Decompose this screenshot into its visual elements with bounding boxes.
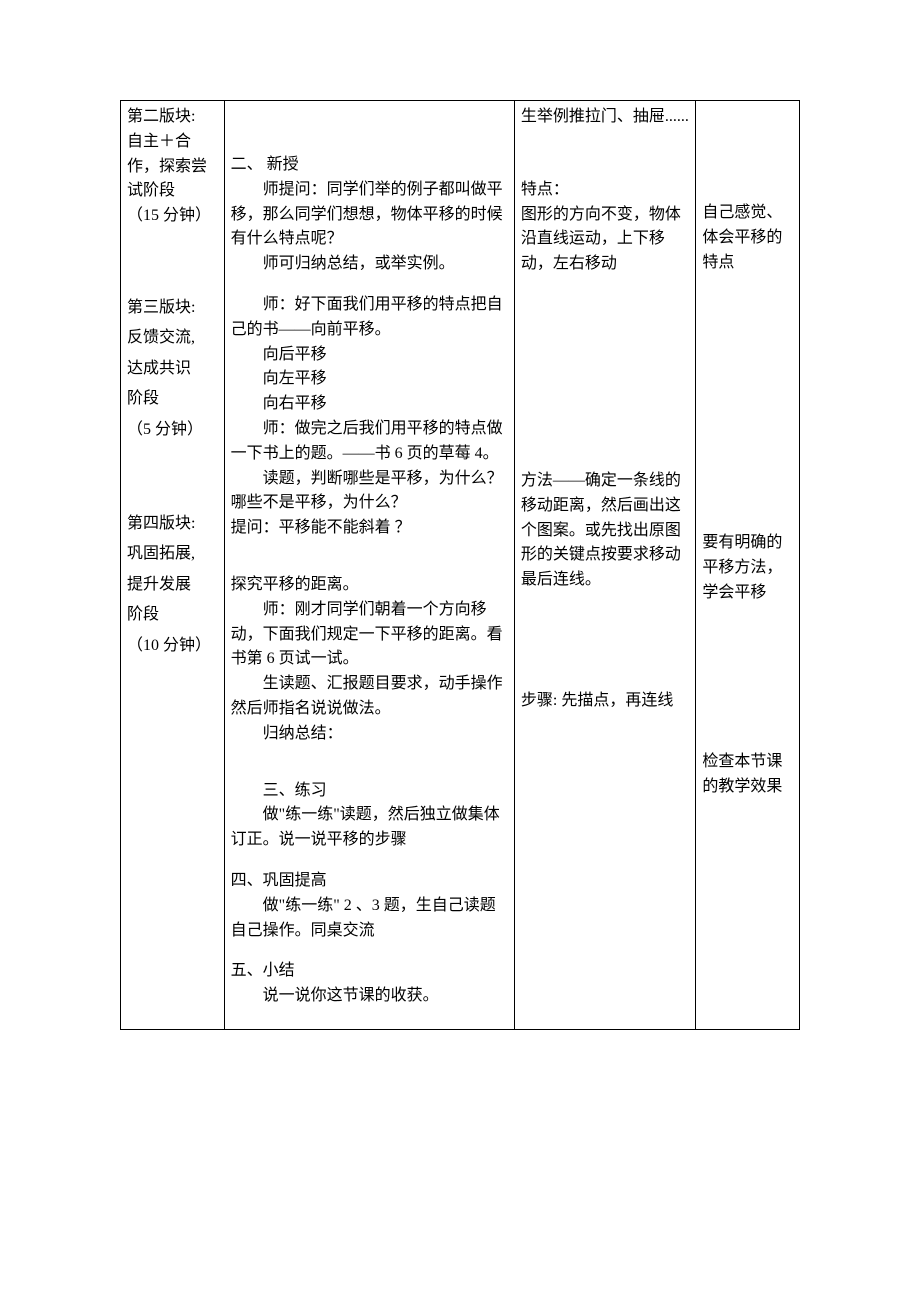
section2-para1: 师提问：同学们举的例子都叫做平移，那么同学们想想，物体平移的时候有什么特点呢？ [231, 178, 508, 252]
section6-title: 四、巩固提高 [231, 869, 508, 894]
section7-title: 五、小结 [231, 959, 508, 984]
phase3-line4: 阶段 [127, 384, 218, 414]
section4-para3: 生读题、汇报题目要求，动手操作然后师指名说说做法。 [231, 672, 508, 722]
phase4-line2: 巩固拓展, [127, 539, 218, 569]
teacher-cell: 二、 新授 师提问：同学们举的例子都叫做平移，那么同学们想想，物体平移的时候有什… [224, 101, 514, 1030]
phase4-line4: 阶段 [127, 600, 218, 630]
student-s4: 步骤: 先描点，再连线 [521, 689, 689, 714]
phase3-line5: （5 分钟） [127, 415, 218, 445]
section3-para1: 师：好下面我们用平移的特点把自己的书——向前平移。 [231, 293, 508, 343]
phase2-line2: 自主＋合作，探索尝试阶段 [127, 130, 218, 204]
student-s2-l2: 图形的方向不变，物体沿直线运动，上下移动，左右移动 [521, 203, 689, 277]
student-s1: 生举例推拉门、抽屉...... [521, 105, 689, 130]
section2-title: 二、 新授 [231, 153, 508, 178]
section3-para2: 师：做完之后我们用平移的特点做一下书上的题。——书 6 页的草莓 4。 [231, 417, 508, 467]
intent-i3: 检查本节课的教学效果 [702, 750, 793, 800]
lesson-plan-table: 第二版块: 自主＋合作，探索尝试阶段 （15 分钟） 第三版块: 反馈交流, 达… [120, 100, 800, 1030]
section4-para1: 探究平移的距离。 [231, 573, 508, 598]
section2-para2: 师可归纳总结，或举实例。 [231, 252, 508, 277]
section6-para1: 做"练一练" 2 、3 题，生自己读题自己操作。同桌交流 [231, 894, 508, 944]
section5-title: 三、练习 [231, 779, 508, 804]
intent-cell: 自己感觉、体会平移的特点 要有明确的平移方法，学会平移 [696, 101, 800, 1030]
phase2-line3: （15 分钟） [127, 204, 218, 229]
table-row: 第二版块: 自主＋合作，探索尝试阶段 （15 分钟） 第三版块: 反馈交流, 达… [121, 101, 800, 1030]
section3-line3: 向右平移 [231, 392, 508, 417]
section7-para1: 说一说你这节课的收获。 [231, 984, 508, 1009]
student-s2-l1: 特点： [521, 178, 689, 203]
phase4-line3: 提升发展 [127, 570, 218, 600]
student-cell: 生举例推拉门、抽屉...... 特点： 图形的方向不变，物体沿直线运动，上下移动… [514, 101, 695, 1030]
phase4-line1: 第四版块: [127, 509, 218, 539]
section4-para2: 师：刚才同学们朝着一个方向移动，下面我们规定一下平移的距离。看书第 6 页试一试… [231, 598, 508, 672]
section3-line1: 向后平移 [231, 343, 508, 368]
phase-cell: 第二版块: 自主＋合作，探索尝试阶段 （15 分钟） 第三版块: 反馈交流, 达… [121, 101, 225, 1030]
intent-i2: 要有明确的平移方法，学会平移 [702, 531, 793, 605]
section3-para4: 提问：平移能不能斜着 ？ [231, 516, 508, 541]
section4-para4: 归纳总结： [231, 722, 508, 747]
phase4-line5: （10 分钟） [127, 631, 218, 661]
phase3-line1: 第三版块: [127, 293, 218, 323]
phase3-line3: 达成共识 [127, 354, 218, 384]
phase3-line2: 反馈交流, [127, 323, 218, 353]
phase2-line1: 第二版块: [127, 105, 218, 130]
intent-i1: 自己感觉、体会平移的特点 [702, 201, 793, 275]
student-s3: 方法——确定一条线的移动距离，然后画出这个图案。或先找出原图形的关键点按要求移动… [521, 469, 689, 593]
section5-para1: 做"练一练"读题，然后独立做集体订正。说一说平移的步骤 [231, 803, 508, 853]
section3-line2: 向左平移 [231, 367, 508, 392]
section3-para3: 读题，判断哪些是平移，为什么？哪些不是平移，为什么？ [231, 467, 508, 517]
